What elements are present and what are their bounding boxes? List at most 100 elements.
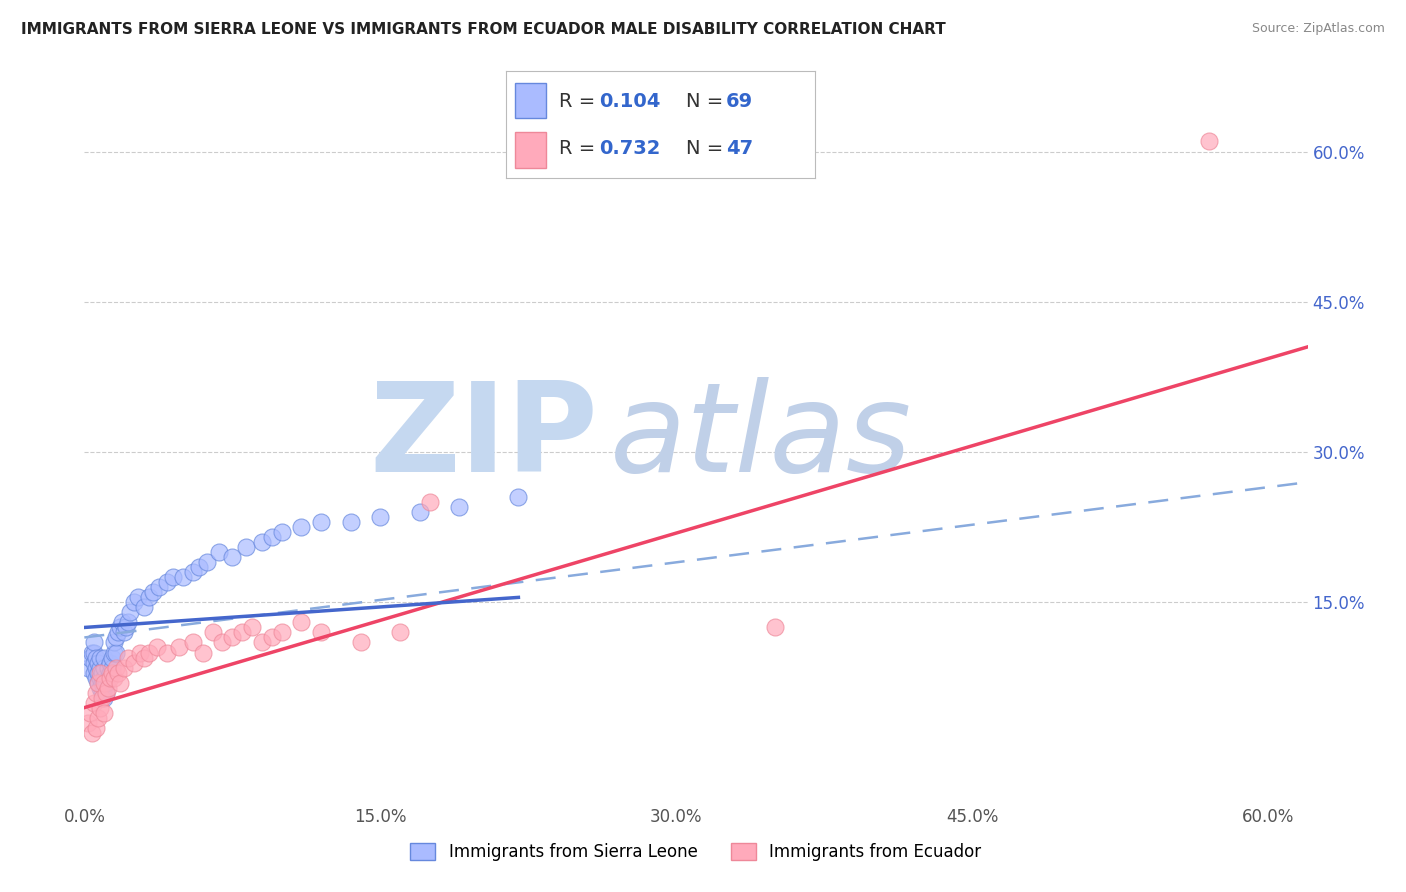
Point [270, 525, 292, 540]
Point [132, 600, 155, 615]
Point [250, 635, 273, 649]
Point [98, 656, 121, 670]
Point [103, 671, 125, 685]
Point [93, 671, 115, 685]
Point [117, 650, 139, 665]
Point [260, 631, 283, 645]
Point [77, 715, 100, 730]
Point [79, 706, 101, 720]
Point [94, 685, 117, 699]
Point [148, 580, 170, 594]
Point [83, 696, 105, 710]
Point [187, 560, 209, 574]
Text: 0.104: 0.104 [599, 92, 661, 111]
Point [91, 675, 114, 690]
Point [195, 555, 218, 569]
Point [231, 625, 253, 640]
Point [91, 690, 114, 705]
Point [89, 665, 111, 680]
Point [97, 660, 120, 674]
Point [207, 545, 229, 559]
Point [138, 591, 160, 605]
Point [108, 675, 131, 690]
Point [270, 625, 292, 640]
Point [118, 606, 141, 620]
Text: 0.732: 0.732 [599, 139, 661, 158]
Point [419, 495, 441, 509]
Text: atlas: atlas [610, 376, 912, 498]
Point [122, 595, 145, 609]
Point [107, 625, 129, 640]
Point [83, 646, 105, 660]
Point [763, 620, 786, 634]
Point [83, 635, 105, 649]
Point [89, 681, 111, 695]
Point [98, 665, 121, 680]
Point [91, 665, 114, 680]
Point [82, 646, 104, 660]
Point [127, 591, 149, 605]
Point [87, 711, 110, 725]
Point [98, 671, 121, 685]
Point [181, 566, 204, 580]
Point [87, 656, 110, 670]
Text: R =: R = [558, 139, 602, 158]
Point [240, 620, 263, 634]
Point [349, 635, 371, 649]
Point [111, 615, 134, 630]
Point [84, 660, 107, 674]
Point [181, 635, 204, 649]
Point [103, 635, 125, 649]
FancyBboxPatch shape [516, 132, 547, 168]
Legend: Immigrants from Sierra Leone, Immigrants from Ecuador: Immigrants from Sierra Leone, Immigrants… [404, 836, 988, 868]
Point [91, 685, 114, 699]
Point [93, 706, 115, 720]
Point [94, 685, 117, 699]
Point [368, 510, 391, 524]
Point [191, 646, 214, 660]
Point [201, 625, 224, 640]
Point [138, 646, 160, 660]
Point [101, 660, 124, 674]
Point [128, 646, 150, 660]
Point [84, 685, 107, 699]
Point [84, 671, 107, 685]
Point [449, 500, 471, 515]
Point [309, 625, 332, 640]
Point [290, 615, 312, 630]
Point [93, 681, 115, 695]
Point [221, 631, 243, 645]
Point [107, 665, 129, 680]
Point [235, 541, 257, 555]
Point [172, 570, 194, 584]
Point [97, 681, 120, 695]
Point [87, 675, 110, 690]
Point [108, 620, 131, 634]
Point [101, 665, 124, 680]
Point [156, 575, 179, 590]
Text: ZIP: ZIP [370, 376, 598, 498]
Point [260, 530, 283, 544]
Point [89, 650, 111, 665]
Point [83, 656, 105, 670]
Point [79, 650, 101, 665]
Text: R =: R = [558, 92, 602, 111]
Point [132, 650, 155, 665]
Text: IMMIGRANTS FROM SIERRA LEONE VS IMMIGRANTS FROM ECUADOR MALE DISABILITY CORRELAT: IMMIGRANTS FROM SIERRA LEONE VS IMMIGRAN… [21, 22, 946, 37]
FancyBboxPatch shape [516, 83, 547, 119]
Point [167, 640, 190, 655]
Point [114, 620, 136, 634]
Point [389, 625, 412, 640]
Point [93, 650, 115, 665]
Text: N =: N = [686, 139, 730, 158]
Point [250, 535, 273, 549]
Point [339, 515, 361, 529]
Point [82, 725, 104, 739]
Text: 47: 47 [725, 139, 752, 158]
Point [117, 615, 139, 630]
Point [93, 675, 115, 690]
Point [103, 646, 125, 660]
Point [93, 660, 115, 674]
Point [97, 671, 120, 685]
Point [146, 640, 169, 655]
